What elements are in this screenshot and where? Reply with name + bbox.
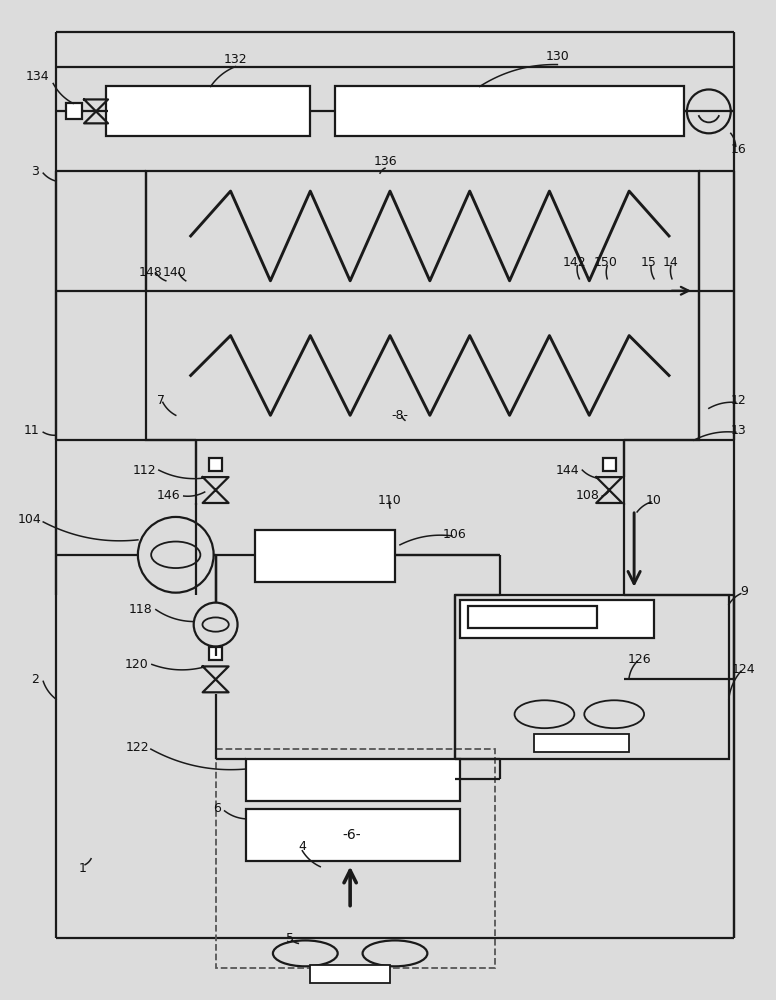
Text: 6: 6 [213, 802, 220, 815]
Text: 144: 144 [556, 464, 580, 477]
Bar [310, 965, 390, 983]
Text: 4: 4 [298, 840, 307, 853]
Text: 14: 14 [663, 256, 679, 269]
Text: 148: 148 [139, 266, 163, 279]
Text: 112: 112 [132, 464, 156, 477]
Bar [210, 458, 222, 471]
Bar [455, 595, 729, 759]
Bar [245, 759, 459, 801]
Text: 146: 146 [157, 489, 181, 502]
Text: 110: 110 [378, 493, 402, 506]
Bar [245, 809, 459, 861]
Text: 132: 132 [223, 53, 248, 66]
Text: 134: 134 [26, 70, 49, 83]
Text: 3: 3 [31, 165, 40, 178]
Text: 142: 142 [563, 256, 586, 269]
Bar [459, 600, 654, 638]
Text: 2: 2 [31, 673, 40, 686]
Bar [535, 734, 629, 752]
Bar [255, 530, 395, 582]
Bar [210, 647, 222, 660]
Bar [66, 103, 82, 119]
Text: 120: 120 [125, 658, 149, 671]
Text: -8-: -8- [391, 409, 408, 422]
Bar [468, 606, 598, 628]
Text: 16: 16 [731, 143, 747, 156]
Text: 108: 108 [575, 489, 599, 502]
Bar [335, 86, 684, 136]
Text: 13: 13 [731, 424, 747, 437]
Text: 140: 140 [163, 266, 187, 279]
Text: 12: 12 [731, 394, 747, 407]
Text: 136: 136 [373, 155, 397, 168]
Text: 15: 15 [641, 256, 657, 269]
Text: 118: 118 [129, 603, 153, 616]
Text: -6-: -6- [343, 828, 362, 842]
Text: 124: 124 [732, 663, 756, 676]
Bar [106, 86, 310, 136]
Text: 122: 122 [125, 741, 149, 754]
Text: 126: 126 [627, 653, 651, 666]
Text: 9: 9 [740, 585, 747, 598]
Text: 7: 7 [157, 394, 165, 407]
Text: 150: 150 [594, 256, 617, 269]
Bar [146, 171, 699, 440]
Text: 5: 5 [286, 932, 294, 945]
Text: 10: 10 [646, 493, 662, 506]
Text: 130: 130 [546, 50, 570, 63]
Bar [216, 749, 494, 968]
Bar [603, 458, 615, 471]
Text: 1: 1 [79, 862, 87, 875]
Text: 11: 11 [23, 424, 40, 437]
Text: 104: 104 [18, 513, 41, 526]
Text: 106: 106 [443, 528, 466, 541]
